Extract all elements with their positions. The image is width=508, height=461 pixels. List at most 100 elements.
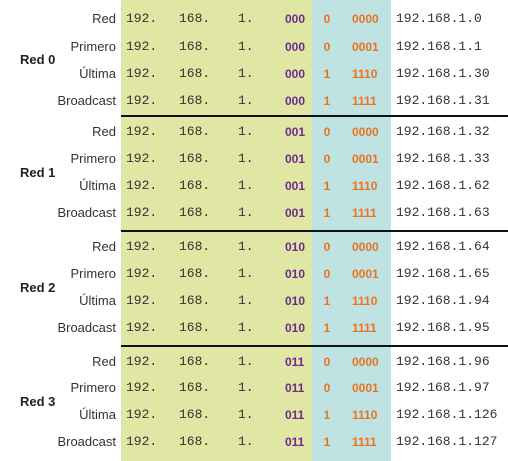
subnet-bits: 010 (285, 321, 306, 335)
row-label: Primero (70, 151, 116, 166)
row-label: Última (79, 293, 116, 308)
table-row: Última 192. 168. 1. 000 1 1110 192.168.1… (0, 60, 508, 88)
ip-address: 192.168.1.63 (396, 205, 490, 220)
host-bits: 0000 (352, 355, 379, 369)
ip-address: 192.168.1.96 (396, 354, 490, 369)
host-bit: 1 (323, 206, 331, 220)
octet-3: 1. (238, 39, 254, 54)
octet-1: 192. (126, 293, 158, 308)
octet-2: 168. (179, 124, 211, 139)
octet-1: 192. (126, 380, 158, 395)
octet-2: 168. (179, 239, 211, 254)
table-row: Última 192. 168. 1. 001 1 1110 192.168.1… (0, 172, 508, 200)
subnet-bits: 010 (285, 294, 306, 308)
host-bits: 0001 (352, 40, 379, 54)
network-name: Red 0 (20, 52, 56, 67)
table-row: Broadcast 192. 168. 1. 011 1 1111 192.16… (0, 428, 508, 456)
host-bit: 1 (323, 435, 331, 449)
host-bits: 0001 (352, 381, 379, 395)
octet-1: 192. (126, 124, 158, 139)
host-bits: 0001 (352, 152, 379, 166)
octet-1: 192. (126, 66, 158, 81)
octet-2: 168. (179, 380, 211, 395)
row-label: Última (79, 178, 116, 193)
row-label: Red (92, 11, 116, 26)
row-label: Red (92, 354, 116, 369)
subnet-bits: 011 (285, 381, 305, 395)
row-label: Red (92, 124, 116, 139)
host-bits: 1110 (352, 179, 378, 193)
host-bits: 1111 (352, 435, 377, 449)
octet-1: 192. (126, 320, 158, 335)
octet-2: 168. (179, 434, 211, 449)
row-label: Broadcast (57, 205, 116, 220)
host-bit: 1 (323, 67, 331, 81)
octet-1: 192. (126, 205, 158, 220)
group-separator (121, 230, 508, 232)
table-row: Broadcast 192. 168. 1. 000 1 1111 192.16… (0, 87, 508, 115)
subnet-bits: 010 (285, 240, 306, 254)
table-row: Primero 192. 168. 1. 001 0 0001 192.168.… (0, 145, 508, 173)
octet-3: 1. (238, 124, 254, 139)
table-row: Última 192. 168. 1. 011 1 1110 192.168.1… (0, 401, 508, 429)
ip-address: 192.168.1.1 (396, 39, 482, 54)
octet-2: 168. (179, 354, 211, 369)
subnet-bits: 001 (285, 125, 306, 139)
subnet-bits: 001 (285, 206, 306, 220)
table-row: Primero 192. 168. 1. 000 0 0001 192.168.… (0, 33, 508, 61)
ip-address: 192.168.1.0 (396, 11, 482, 26)
octet-3: 1. (238, 320, 254, 335)
row-label: Primero (70, 266, 116, 281)
octet-3: 1. (238, 293, 254, 308)
network-name: Red 3 (20, 394, 56, 409)
octet-3: 1. (238, 66, 254, 81)
host-bit: 0 (323, 267, 331, 281)
row-label: Primero (70, 39, 116, 54)
ip-address: 192.168.1.31 (396, 93, 490, 108)
octet-3: 1. (238, 354, 254, 369)
table-row: Red 192. 168. 1. 010 0 0000 192.168.1.64 (0, 233, 508, 261)
subnet-bits: 011 (285, 355, 305, 369)
octet-2: 168. (179, 205, 211, 220)
table-row: Red 192. 168. 1. 011 0 0000 192.168.1.96 (0, 348, 508, 376)
octet-1: 192. (126, 266, 158, 281)
table-row: Primero 192. 168. 1. 010 0 0001 192.168.… (0, 260, 508, 288)
ip-address: 192.168.1.65 (396, 266, 490, 281)
host-bit: 0 (323, 355, 331, 369)
octet-2: 168. (179, 293, 211, 308)
octet-1: 192. (126, 93, 158, 108)
octet-2: 168. (179, 11, 211, 26)
row-label: Broadcast (57, 93, 116, 108)
subnet-bits: 001 (285, 179, 306, 193)
ip-address: 192.168.1.127 (396, 434, 498, 449)
subnet-bits: 011 (285, 408, 305, 422)
octet-1: 192. (126, 178, 158, 193)
octet-2: 168. (179, 407, 211, 422)
octet-3: 1. (238, 93, 254, 108)
host-bits: 1111 (352, 94, 377, 108)
ip-address: 192.168.1.30 (396, 66, 490, 81)
host-bit: 0 (323, 240, 331, 254)
octet-2: 168. (179, 266, 211, 281)
host-bits: 0000 (352, 240, 379, 254)
host-bits: 0000 (352, 12, 379, 26)
host-bits: 1110 (352, 67, 378, 81)
row-label: Primero (70, 380, 116, 395)
octet-1: 192. (126, 434, 158, 449)
octet-2: 168. (179, 320, 211, 335)
octet-1: 192. (126, 407, 158, 422)
octet-2: 168. (179, 39, 211, 54)
subnet-bits: 011 (285, 435, 305, 449)
ip-address: 192.168.1.126 (396, 407, 498, 422)
octet-1: 192. (126, 354, 158, 369)
host-bit: 0 (323, 152, 331, 166)
octet-3: 1. (238, 434, 254, 449)
table-row: Última 192. 168. 1. 010 1 1110 192.168.1… (0, 287, 508, 315)
host-bits: 1110 (352, 408, 378, 422)
ip-address: 192.168.1.32 (396, 124, 490, 139)
octet-2: 168. (179, 66, 211, 81)
network-name: Red 2 (20, 280, 56, 295)
octet-2: 168. (179, 93, 211, 108)
host-bit: 1 (323, 94, 331, 108)
host-bit: 1 (323, 179, 331, 193)
